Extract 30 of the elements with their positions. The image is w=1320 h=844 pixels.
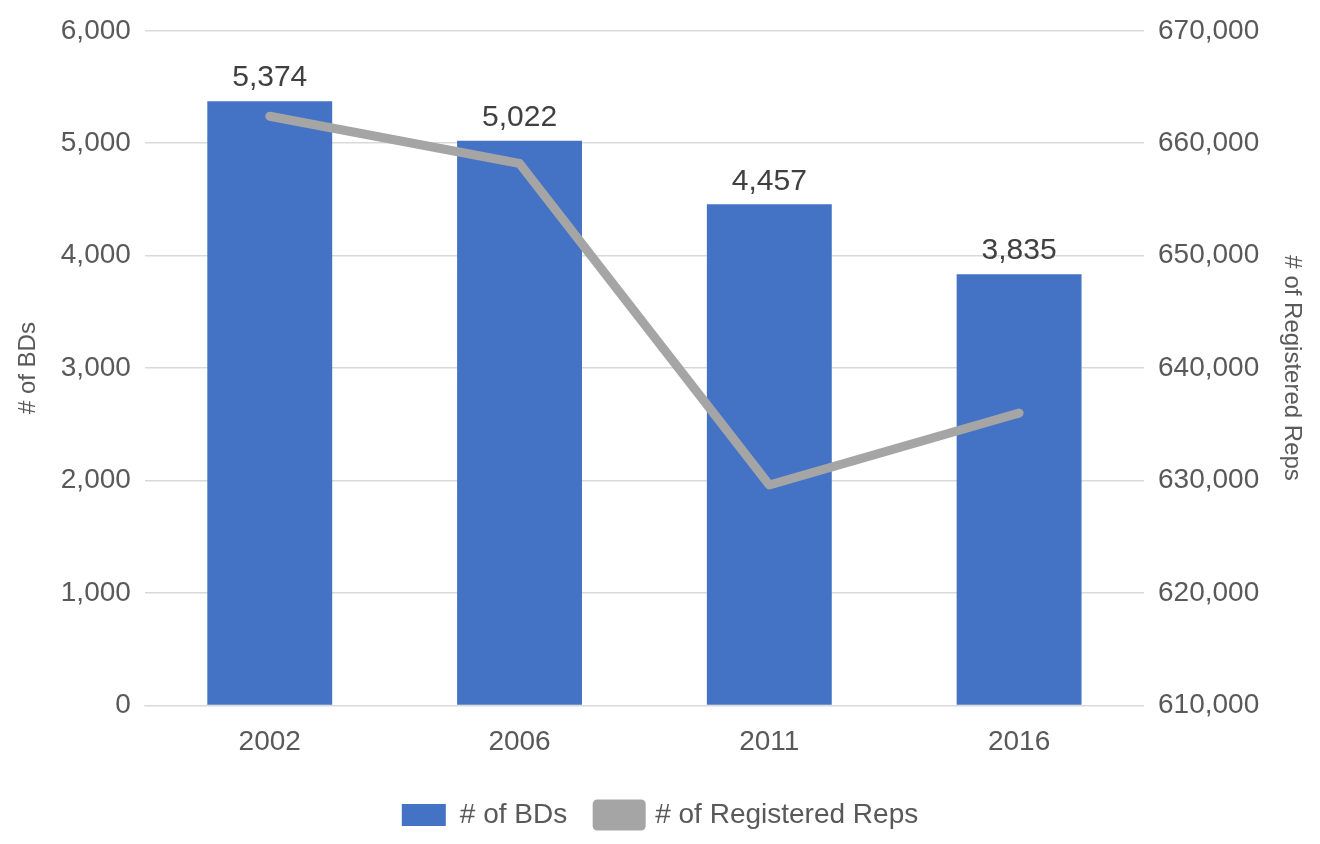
data-label: 5,022 [482, 99, 558, 133]
y-tick-label: 4,000 [60, 238, 131, 270]
y2-tick-label: 670,000 [1157, 13, 1260, 45]
y-tick-label: 6,000 [60, 13, 131, 45]
y-tick-label: 0 [115, 688, 131, 720]
data-label: 3,835 [981, 232, 1057, 266]
y-tick-label: 2,000 [60, 463, 131, 495]
x-tick-label: 2016 [987, 724, 1051, 756]
x-tick-label: 2002 [238, 724, 301, 756]
bar [207, 101, 333, 705]
y2-tick-label: 620,000 [1157, 575, 1260, 607]
y2-axis-title: # of Registered Reps [1279, 255, 1307, 481]
y-tick-label: 1,000 [60, 575, 131, 607]
x-tick-label: 2006 [488, 724, 551, 756]
x-tick-label: 2011 [739, 724, 800, 756]
y2-tick-label: 660,000 [1157, 125, 1260, 157]
y2-tick-label: 640,000 [1157, 350, 1260, 382]
y2-tick-label: 650,000 [1157, 238, 1260, 270]
y2-tick-label: 630,000 [1157, 463, 1260, 495]
y-tick-label: 3,000 [60, 350, 131, 382]
y2-tick-label: 610,000 [1157, 688, 1260, 720]
bar [457, 140, 582, 705]
bar [706, 204, 832, 705]
legend-label: # of Registered Reps [655, 797, 919, 829]
y-tick-label: 5,000 [60, 125, 131, 157]
legend-label: # of BDs [459, 797, 568, 829]
bar [956, 274, 1082, 705]
y-axis-title: # of BDs [13, 322, 41, 415]
data-label: 5,374 [232, 59, 308, 93]
data-label: 4,457 [731, 162, 807, 196]
